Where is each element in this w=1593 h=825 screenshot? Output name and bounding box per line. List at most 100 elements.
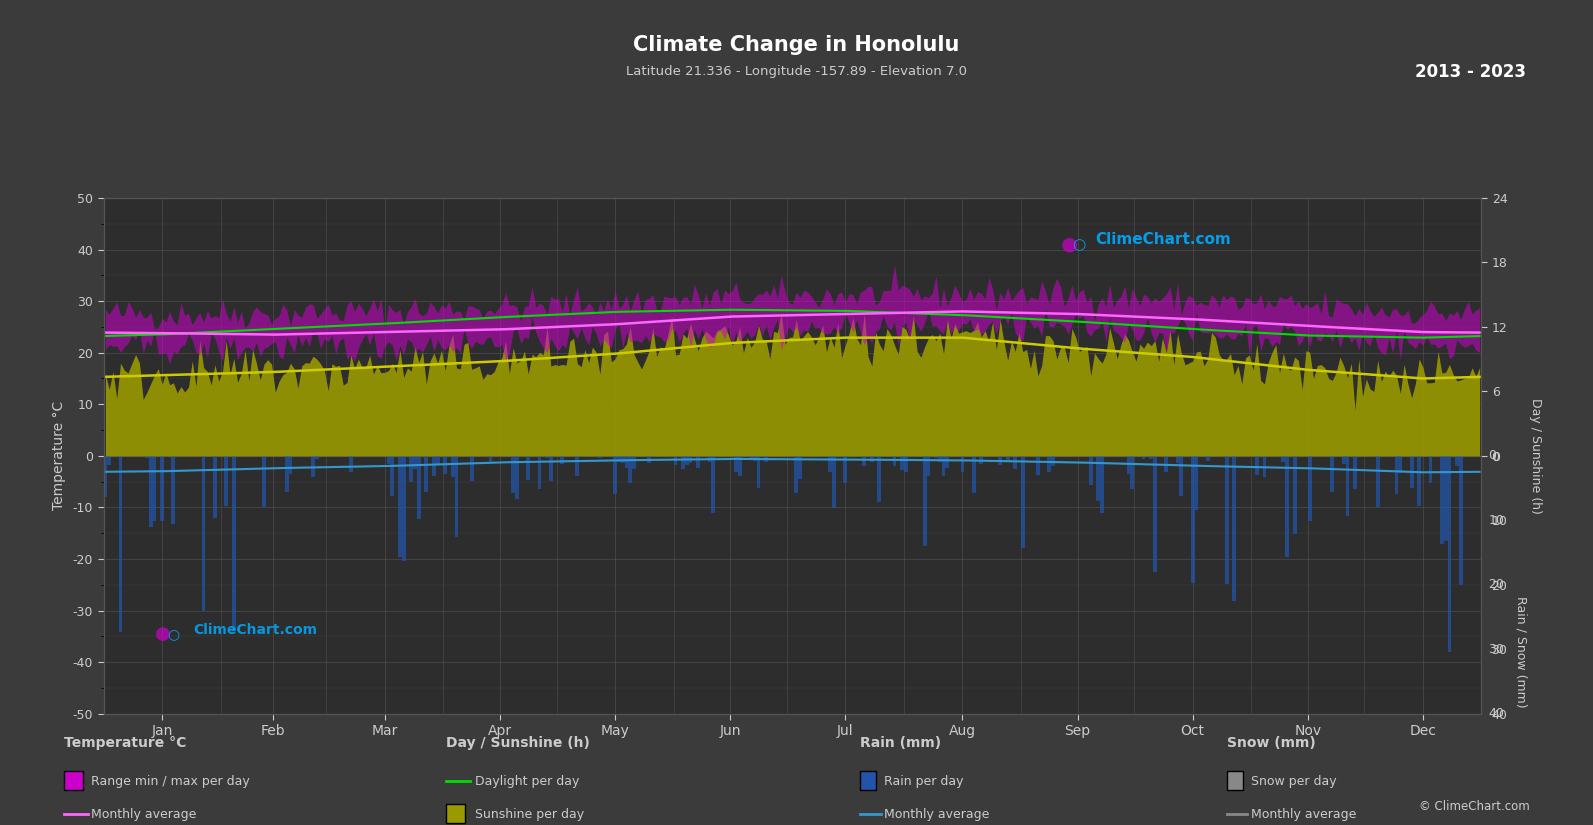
Bar: [927, 455, 930, 476]
Bar: [1195, 455, 1198, 510]
Bar: [225, 455, 228, 506]
Text: Day / Sunshine (h): Day / Sunshine (h): [446, 736, 589, 750]
Bar: [1286, 455, 1289, 557]
Bar: [1410, 455, 1413, 488]
Text: 0: 0: [1488, 450, 1496, 462]
Bar: [1459, 455, 1462, 585]
Bar: [454, 455, 459, 537]
Bar: [538, 455, 542, 489]
Text: Monthly average: Monthly average: [1251, 808, 1356, 821]
Text: Temperature °C: Temperature °C: [64, 736, 186, 750]
Bar: [862, 455, 867, 465]
Text: © ClimeChart.com: © ClimeChart.com: [1418, 800, 1529, 813]
Bar: [820, 455, 825, 457]
Bar: [1051, 455, 1055, 465]
Text: Range min / max per day: Range min / max per day: [91, 775, 250, 788]
Bar: [413, 455, 417, 469]
Bar: [148, 455, 153, 526]
Bar: [1192, 455, 1195, 583]
Text: Rain per day: Rain per day: [884, 775, 964, 788]
Bar: [1101, 455, 1104, 513]
Bar: [972, 455, 975, 493]
Bar: [1330, 455, 1335, 493]
Bar: [616, 455, 621, 463]
Text: Daylight per day: Daylight per day: [475, 775, 580, 788]
Bar: [597, 455, 602, 458]
Bar: [515, 455, 519, 498]
Bar: [613, 455, 616, 494]
Bar: [263, 455, 266, 507]
Text: Rain / Snow (mm): Rain / Snow (mm): [1515, 596, 1528, 708]
Bar: [311, 455, 315, 478]
Text: Snow per day: Snow per day: [1251, 775, 1337, 788]
Bar: [1176, 455, 1179, 463]
Bar: [1153, 455, 1157, 573]
Bar: [526, 455, 530, 480]
Text: 20: 20: [1488, 578, 1504, 592]
Bar: [288, 455, 292, 474]
Bar: [628, 455, 632, 483]
Text: Sunshine per day: Sunshine per day: [475, 808, 585, 821]
Bar: [903, 455, 908, 472]
Bar: [424, 455, 429, 493]
Bar: [107, 455, 112, 465]
Bar: [878, 455, 881, 502]
Bar: [432, 455, 436, 477]
Y-axis label: Day / Sunshine (h): Day / Sunshine (h): [1529, 398, 1542, 514]
Bar: [795, 455, 798, 493]
Bar: [688, 455, 693, 463]
Bar: [1418, 455, 1421, 506]
Bar: [1126, 455, 1131, 474]
Bar: [798, 455, 801, 479]
Bar: [938, 455, 941, 462]
Text: Latitude 21.336 - Longitude -157.89 - Elevation 7.0: Latitude 21.336 - Longitude -157.89 - El…: [626, 65, 967, 78]
Bar: [999, 455, 1002, 465]
Bar: [118, 455, 123, 632]
Bar: [712, 455, 715, 512]
Bar: [757, 455, 760, 488]
Text: Climate Change in Honolulu: Climate Change in Honolulu: [634, 35, 959, 55]
Bar: [1263, 455, 1266, 478]
Bar: [436, 455, 440, 464]
Bar: [738, 455, 742, 476]
Bar: [202, 455, 205, 610]
Bar: [1013, 455, 1018, 469]
Bar: [409, 455, 413, 482]
Bar: [1096, 455, 1101, 502]
Y-axis label: Temperature °C: Temperature °C: [51, 401, 65, 511]
Text: Monthly average: Monthly average: [884, 808, 989, 821]
Bar: [682, 455, 685, 469]
Text: Snow (mm): Snow (mm): [1227, 736, 1316, 750]
Bar: [696, 455, 699, 469]
Text: Rain (mm): Rain (mm): [860, 736, 941, 750]
Bar: [1454, 455, 1459, 466]
Bar: [1164, 455, 1168, 472]
Bar: [753, 455, 757, 461]
Bar: [213, 455, 217, 518]
Bar: [621, 455, 624, 464]
Bar: [707, 455, 712, 462]
Bar: [674, 455, 677, 465]
Bar: [1429, 455, 1432, 483]
Bar: [647, 455, 652, 463]
Bar: [1281, 455, 1286, 462]
Text: ClimeChart.com: ClimeChart.com: [193, 623, 317, 637]
Bar: [749, 455, 753, 460]
Bar: [832, 455, 836, 507]
Bar: [1352, 455, 1357, 488]
Bar: [470, 455, 473, 481]
Bar: [933, 455, 938, 459]
Text: ●: ●: [1061, 235, 1078, 254]
Bar: [390, 455, 393, 496]
Bar: [1149, 455, 1153, 459]
Bar: [1179, 455, 1184, 496]
Bar: [922, 455, 927, 545]
Bar: [1090, 455, 1093, 484]
Text: ●: ●: [155, 625, 170, 643]
Bar: [1308, 455, 1311, 521]
Text: ○: ○: [1072, 237, 1085, 252]
Bar: [843, 455, 847, 483]
Bar: [315, 455, 319, 460]
Bar: [1233, 455, 1236, 601]
Bar: [401, 455, 406, 561]
